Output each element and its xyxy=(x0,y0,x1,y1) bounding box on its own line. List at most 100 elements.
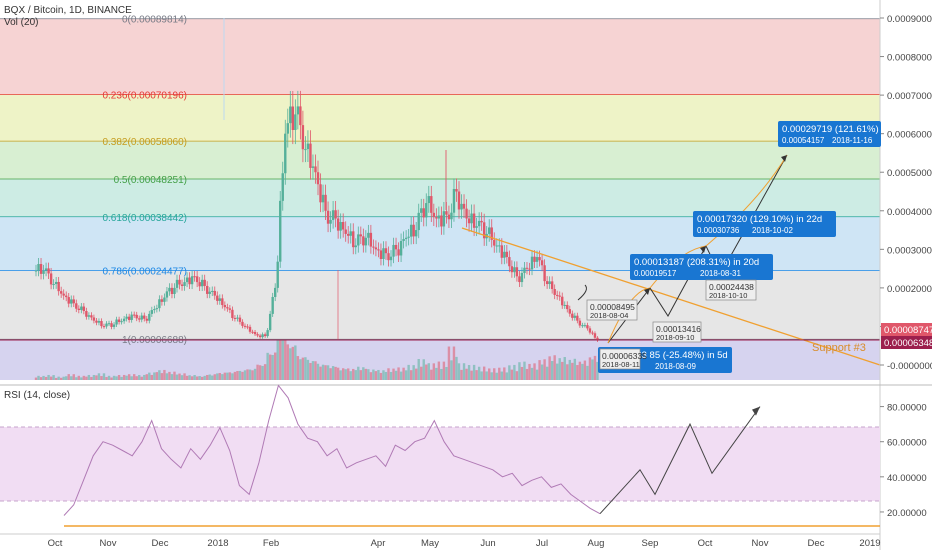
candle-body xyxy=(62,293,65,296)
candle-body xyxy=(339,221,342,231)
volume-bar xyxy=(430,369,433,380)
candle-body xyxy=(402,239,405,241)
volume-bar xyxy=(543,359,546,380)
candle-body xyxy=(299,106,302,126)
candle-body xyxy=(72,299,75,304)
volume-bar xyxy=(70,376,73,380)
volume-bar xyxy=(198,376,201,380)
candle-body xyxy=(115,319,118,325)
candle-body xyxy=(576,315,579,321)
resistance-trendline[interactable] xyxy=(461,227,881,366)
volume-bar xyxy=(578,361,582,380)
candle-body xyxy=(420,208,423,213)
volume-bar xyxy=(211,375,214,380)
volume-bar xyxy=(112,375,116,380)
volume-bar xyxy=(268,354,272,380)
volume-bar xyxy=(412,365,415,380)
candle-body xyxy=(42,270,45,274)
x-tick-label: Aug xyxy=(588,538,605,549)
candle-body xyxy=(440,215,443,227)
volume-bar xyxy=(533,363,536,380)
candle-body xyxy=(593,333,597,338)
price-tag-red-text: 0.00008747 xyxy=(884,325,932,336)
candle-body xyxy=(357,234,360,246)
volume-bar xyxy=(523,361,526,380)
target-1-label[interactable]: 0.00013187 (208.31%) in 20d 0.00019517 2… xyxy=(630,254,773,280)
candle-body xyxy=(553,289,556,295)
candle-body xyxy=(482,222,486,239)
candle-body xyxy=(548,281,551,285)
gray-label-3[interactable]: 0.00024438 2018-10-10 xyxy=(705,279,757,301)
volume-bar xyxy=(472,364,476,380)
gray-label-2[interactable]: 0.00013416 2018-09-10 xyxy=(652,321,702,343)
fib-label-1: 0.236(0.00070196) xyxy=(102,90,187,101)
volume-bar xyxy=(545,366,549,380)
candle-body xyxy=(414,230,418,237)
volume-bar xyxy=(535,369,539,380)
candle-body xyxy=(122,318,126,322)
candle-body xyxy=(467,218,471,224)
candle-body xyxy=(550,281,554,290)
volume-bar xyxy=(39,377,43,380)
volume-bar xyxy=(460,369,463,380)
candle-body xyxy=(304,149,307,151)
volume-bar xyxy=(228,372,232,380)
candle-body xyxy=(291,106,295,130)
volume-bar xyxy=(359,370,363,380)
volume-bar xyxy=(437,361,441,380)
volume-bar xyxy=(490,372,493,380)
candle-body xyxy=(427,196,430,204)
svg-text:2018-09-10: 2018-09-10 xyxy=(656,333,694,342)
x-tick-label: Feb xyxy=(263,538,279,549)
volume-bar xyxy=(455,356,458,380)
volume-bar xyxy=(80,377,83,380)
volume-bar xyxy=(515,371,519,380)
volume-bar xyxy=(583,360,587,380)
volume-bar xyxy=(183,373,186,380)
candle-body xyxy=(183,282,186,286)
candle-body xyxy=(455,188,458,192)
gray-label-4[interactable]: 0.00006335 2018-08-11 xyxy=(599,348,647,370)
candle-body xyxy=(460,203,463,210)
candle-body xyxy=(57,281,60,292)
volume-bar xyxy=(309,362,312,380)
candle-body xyxy=(75,303,78,309)
volume-bar xyxy=(248,369,252,380)
candle-body xyxy=(430,196,433,213)
volume-bar xyxy=(62,376,65,380)
volume-bar xyxy=(85,376,88,380)
candle-body xyxy=(583,325,587,327)
volume-bar xyxy=(87,374,91,380)
candle-body xyxy=(447,214,451,220)
volume-bar xyxy=(273,352,277,380)
rsi-projection[interactable] xyxy=(599,406,761,515)
volume-bar xyxy=(286,344,289,380)
candle-body xyxy=(221,298,224,306)
fib-band-0 xyxy=(0,18,880,95)
gray-label-1[interactable]: 0.00008495 2018-08-04 xyxy=(586,299,638,321)
candle-body xyxy=(294,114,297,130)
volume-bar xyxy=(57,376,60,380)
svg-text:0.00019517: 0.00019517 xyxy=(634,269,677,278)
volume-bar xyxy=(394,370,398,380)
volume-bar xyxy=(347,368,350,380)
volume-bar xyxy=(143,374,146,380)
candle-body xyxy=(500,245,504,258)
candle-body xyxy=(226,307,229,309)
volume-bar xyxy=(596,361,599,380)
candle-body xyxy=(233,317,237,319)
candle-body xyxy=(218,298,222,301)
volume-bar xyxy=(125,375,128,380)
target-2-label[interactable]: 0.00017320 (129.10%) in 22d 0.00030736 2… xyxy=(693,211,836,237)
svg-text:0.00008495: 0.00008495 xyxy=(590,302,635,312)
candle-body xyxy=(203,279,206,286)
volume-bar xyxy=(37,375,40,380)
candle-body xyxy=(190,276,194,285)
target-3-label[interactable]: 0.00029719 (121.61%) 0.00054157 2018-11-… xyxy=(778,121,881,147)
candle-body xyxy=(362,236,365,246)
candle-body xyxy=(490,227,493,240)
candle-body xyxy=(195,276,199,283)
volume-bar xyxy=(364,368,368,380)
